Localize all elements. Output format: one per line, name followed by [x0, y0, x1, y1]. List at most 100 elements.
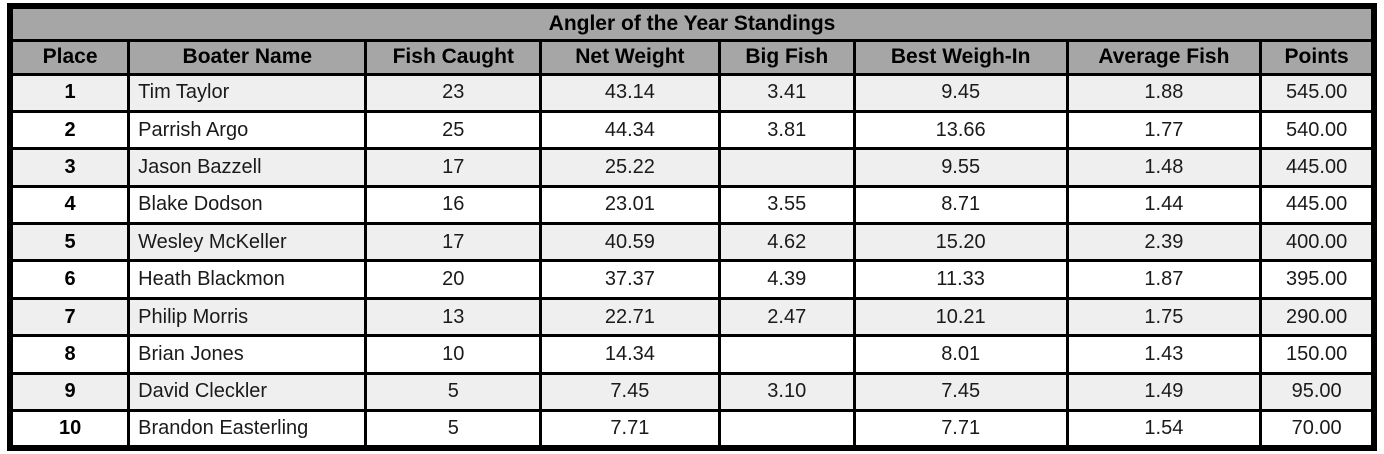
cell-big-fish: 3.41	[717, 72, 856, 113]
cell-net-weight: 44.34	[539, 109, 721, 151]
cell-place: 5	[8, 222, 131, 263]
cell-boater-name: David Cleckler	[127, 371, 368, 413]
cell-fish-caught: 20	[364, 259, 543, 300]
cell-net-weight: 14.34	[539, 334, 721, 375]
cell-best-weigh-in: 8.71	[852, 184, 1069, 226]
cell-place: 8	[8, 334, 131, 375]
cell-best-weigh-in: 11.33	[852, 259, 1069, 300]
cell-net-weight: 40.59	[539, 222, 721, 263]
cell-average-fish: 1.75	[1065, 296, 1263, 338]
table-row: 3 Jason Bazzell 17 25.22 9.55 1.48 445.00	[8, 147, 1376, 188]
cell-net-weight: 43.14	[539, 72, 721, 113]
cell-best-weigh-in: 9.45	[852, 72, 1069, 113]
cell-average-fish: 1.87	[1065, 259, 1263, 300]
cell-average-fish: 1.77	[1065, 109, 1263, 151]
cell-boater-name: Blake Dodson	[127, 184, 368, 226]
cell-big-fish	[717, 408, 856, 450]
cell-big-fish: 3.81	[717, 109, 856, 151]
cell-boater-name: Jason Bazzell	[127, 147, 368, 188]
cell-average-fish: 1.43	[1065, 334, 1263, 375]
cell-boater-name: Heath Blackmon	[127, 259, 368, 300]
cell-place: 6	[8, 259, 131, 300]
cell-net-weight: 37.37	[539, 259, 721, 300]
cell-big-fish: 3.10	[717, 371, 856, 413]
cell-fish-caught: 10	[364, 334, 543, 375]
table-row: 4 Blake Dodson 16 23.01 3.55 8.71 1.44 445.00	[8, 184, 1376, 226]
cell-place: 4	[8, 184, 131, 226]
cell-points: 95.00	[1259, 371, 1376, 413]
cell-points: 445.00	[1259, 184, 1376, 226]
cell-net-weight: 25.22	[539, 147, 721, 188]
cell-points: 400.00	[1259, 222, 1376, 263]
cell-best-weigh-in: 10.21	[852, 296, 1069, 338]
column-header-points: Points	[1259, 38, 1376, 76]
table-row: 2 Parrish Argo 25 44.34 3.81 13.66 1.77 540.00	[8, 109, 1376, 151]
cell-net-weight: 7.71	[539, 408, 721, 450]
cell-points: 540.00	[1259, 109, 1376, 151]
cell-fish-caught: 13	[364, 296, 543, 338]
cell-net-weight: 23.01	[539, 184, 721, 226]
cell-average-fish: 1.54	[1065, 408, 1263, 450]
cell-average-fish: 1.44	[1065, 184, 1263, 226]
cell-fish-caught: 17	[364, 147, 543, 188]
cell-best-weigh-in: 9.55	[852, 147, 1069, 188]
cell-fish-caught: 16	[364, 184, 543, 226]
cell-net-weight: 7.45	[539, 371, 721, 413]
cell-points: 150.00	[1259, 334, 1376, 375]
cell-points: 445.00	[1259, 147, 1376, 188]
cell-boater-name: Parrish Argo	[127, 109, 368, 151]
cell-points: 545.00	[1259, 72, 1376, 113]
cell-place: 9	[8, 371, 131, 413]
table-row: 6 Heath Blackmon 20 37.37 4.39 11.33 1.87 395.0…	[8, 259, 1376, 300]
column-header-net-weight: Net Weight	[539, 38, 721, 76]
column-header-place: Place	[8, 38, 131, 76]
column-header-best-weigh-in: Best Weigh-In	[852, 38, 1069, 76]
cell-fish-caught: 5	[364, 371, 543, 413]
cell-boater-name: Brian Jones	[127, 334, 368, 375]
cell-boater-name: Brandon Easterling	[127, 408, 368, 450]
cell-place: 10	[8, 408, 131, 450]
page-title: Angler of the Year Standings	[8, 4, 1376, 42]
column-header-fish-caught: Fish Caught	[364, 38, 543, 76]
cell-fish-caught: 25	[364, 109, 543, 151]
cell-best-weigh-in: 8.01	[852, 334, 1069, 375]
cell-place: 7	[8, 296, 131, 338]
cell-place: 2	[8, 109, 131, 151]
table-row: 1 Tim Taylor 23 43.14 3.41 9.45 1.88 545.00	[8, 72, 1376, 113]
title-row: Angler of the Year Standings	[8, 4, 1376, 42]
cell-net-weight: 22.71	[539, 296, 721, 338]
standings-body: 1 Tim Taylor 23 43.14 3.41 9.45 1.88 545.00 2 Par…	[8, 72, 1376, 450]
table-row: 7 Philip Morris 13 22.71 2.47 10.21 1.75 290.00	[8, 296, 1376, 338]
cell-average-fish: 1.49	[1065, 371, 1263, 413]
column-header-average-fish: Average Fish	[1065, 38, 1263, 76]
cell-fish-caught: 17	[364, 222, 543, 263]
cell-fish-caught: 5	[364, 408, 543, 450]
cell-best-weigh-in: 7.45	[852, 371, 1069, 413]
table-row: 10 Brandon Easterling 5 7.71 7.71 1.54 70.00	[8, 408, 1376, 450]
cell-big-fish	[717, 147, 856, 188]
cell-best-weigh-in: 15.20	[852, 222, 1069, 263]
cell-big-fish: 2.47	[717, 296, 856, 338]
cell-best-weigh-in: 13.66	[852, 109, 1069, 151]
cell-points: 70.00	[1259, 408, 1376, 450]
cell-average-fish: 2.39	[1065, 222, 1263, 263]
standings-table: Angler of the Year Standings Place Boate…	[7, 3, 1377, 451]
header-row: Place Boater Name Fish Caught Net Weight…	[8, 38, 1376, 76]
column-header-big-fish: Big Fish	[717, 38, 856, 76]
cell-average-fish: 1.48	[1065, 147, 1263, 188]
cell-place: 1	[8, 72, 131, 113]
cell-big-fish: 4.39	[717, 259, 856, 300]
cell-big-fish: 4.62	[717, 222, 856, 263]
cell-points: 395.00	[1259, 259, 1376, 300]
cell-average-fish: 1.88	[1065, 72, 1263, 113]
cell-boater-name: Philip Morris	[127, 296, 368, 338]
cell-big-fish	[717, 334, 856, 375]
cell-boater-name: Wesley McKeller	[127, 222, 368, 263]
cell-boater-name: Tim Taylor	[127, 72, 368, 113]
cell-points: 290.00	[1259, 296, 1376, 338]
cell-best-weigh-in: 7.71	[852, 408, 1069, 450]
table-row: 9 David Cleckler 5 7.45 3.10 7.45 1.49 95.00	[8, 371, 1376, 413]
table-row: 5 Wesley McKeller 17 40.59 4.62 15.20 2.39 400.…	[8, 222, 1376, 263]
table-row: 8 Brian Jones 10 14.34 8.01 1.43 150.00	[8, 334, 1376, 375]
cell-fish-caught: 23	[364, 72, 543, 113]
